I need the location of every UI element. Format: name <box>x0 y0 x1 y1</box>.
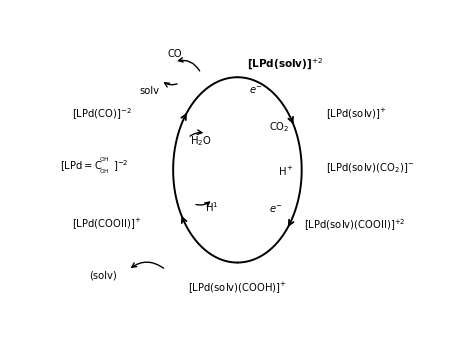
Text: [LPd(solv)(COOH)]$^{+}$: [LPd(solv)(COOH)]$^{+}$ <box>188 280 287 295</box>
Text: e$^{-}$: e$^{-}$ <box>269 203 283 215</box>
Text: H$_2$O: H$_2$O <box>190 134 211 148</box>
Text: $\mathrm{]^{-2}}$: $\mathrm{]^{-2}}$ <box>112 159 128 174</box>
Text: [LPd(solv)(COOII)]$^{+2}$: [LPd(solv)(COOII)]$^{+2}$ <box>303 217 405 233</box>
Text: (solv): (solv) <box>90 271 117 281</box>
Text: $^{\mathrm{OH}}$: $^{\mathrm{OH}}$ <box>99 157 109 166</box>
Text: [LPd(COOII)]$^{+}$: [LPd(COOII)]$^{+}$ <box>72 216 142 231</box>
Text: solv: solv <box>139 86 159 96</box>
Text: CO$_2$: CO$_2$ <box>269 120 290 134</box>
Text: [LPd(solv)]$^{+2}$: [LPd(solv)]$^{+2}$ <box>246 57 323 72</box>
Text: [LPd(solv)(CO$_2$)]$^{-}$: [LPd(solv)(CO$_2$)]$^{-}$ <box>326 162 414 176</box>
Text: $[\mathrm{LPd{=}C}$: $[\mathrm{LPd{=}C}$ <box>60 160 102 174</box>
Text: [LPd(CO)]$^{-2}$: [LPd(CO)]$^{-2}$ <box>72 106 132 122</box>
Text: [LPd(solv)]$^{+}$: [LPd(solv)]$^{+}$ <box>326 106 386 121</box>
Text: H$^+$: H$^+$ <box>278 165 294 178</box>
Text: $_{\mathrm{OH}}$: $_{\mathrm{OH}}$ <box>99 167 109 176</box>
Text: H$^1$: H$^1$ <box>205 200 219 214</box>
Text: e$^{-}$: e$^{-}$ <box>249 85 263 96</box>
Text: CO: CO <box>168 49 182 59</box>
